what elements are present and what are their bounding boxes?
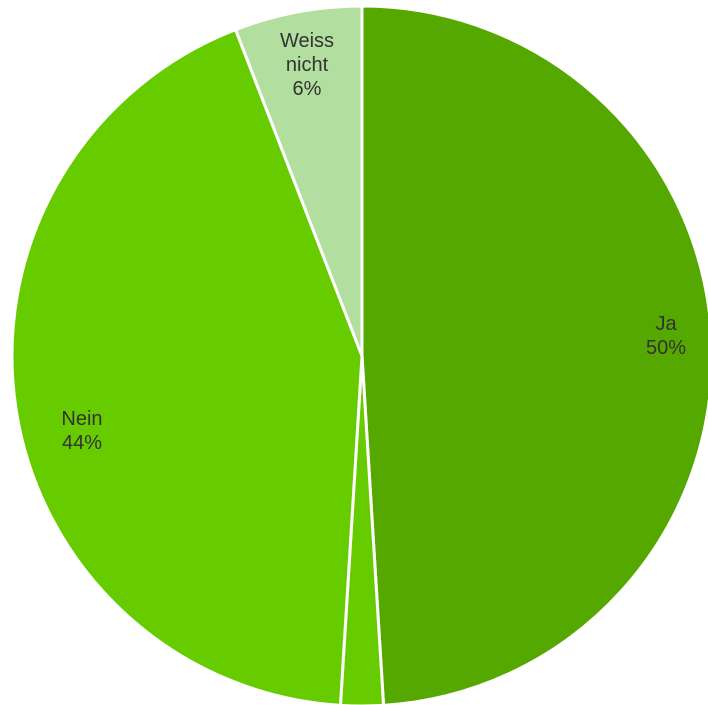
slice-value-label: 6%	[293, 78, 322, 100]
pie-slice-ja-label: Ja 50%	[646, 313, 686, 359]
slice-label-line: Ja	[655, 313, 677, 335]
slice-label-line: Weiss	[280, 30, 334, 52]
pie-slice-weiss-nicht	[234, 4, 364, 358]
pie-labels: Ja 50% Nein 44% Weiss nicht 6%	[61, 30, 686, 454]
slice-label-line: Nein	[61, 408, 102, 430]
pie-slices	[10, 4, 708, 705]
pie-slice-unlabeled	[338, 354, 386, 705]
slice-label-line: nicht	[286, 54, 329, 76]
slice-value-label: 50%	[646, 337, 686, 359]
pie-slice-weiss-nicht-label: Weiss nicht 6%	[280, 30, 334, 100]
pie-slice-nein-label: Nein 44%	[61, 408, 102, 454]
pie-slice-ja	[360, 4, 708, 705]
pie-slice-nein	[10, 28, 364, 705]
slice-value-label: 44%	[62, 432, 102, 454]
